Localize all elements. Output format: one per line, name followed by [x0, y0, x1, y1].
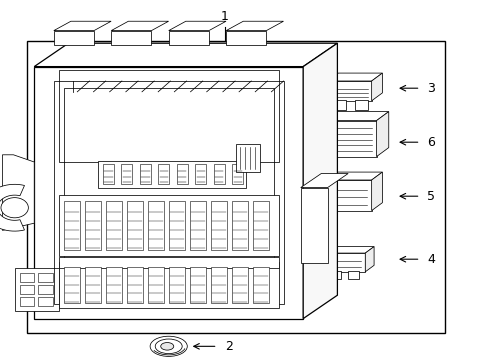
- Bar: [168, 31, 208, 45]
- Polygon shape: [325, 247, 373, 253]
- Bar: [158, 164, 169, 184]
- Polygon shape: [320, 112, 388, 121]
- Bar: [213, 164, 224, 184]
- Polygon shape: [327, 73, 382, 81]
- Bar: [140, 164, 151, 184]
- Bar: [121, 164, 132, 184]
- Bar: [195, 164, 206, 184]
- Text: 4: 4: [426, 253, 434, 266]
- Bar: [231, 201, 248, 250]
- Polygon shape: [371, 73, 382, 101]
- Text: 1: 1: [221, 10, 228, 23]
- Polygon shape: [34, 67, 303, 319]
- Bar: [102, 164, 114, 184]
- Ellipse shape: [161, 343, 173, 350]
- Bar: [332, 100, 346, 110]
- Bar: [126, 267, 143, 303]
- Bar: [38, 285, 53, 294]
- Bar: [168, 201, 185, 250]
- Bar: [105, 267, 122, 303]
- Bar: [63, 267, 80, 303]
- Polygon shape: [54, 21, 111, 31]
- Bar: [15, 268, 59, 311]
- Bar: [225, 31, 266, 45]
- Polygon shape: [320, 121, 376, 157]
- Text: 2: 2: [224, 340, 232, 353]
- Bar: [147, 267, 164, 303]
- Bar: [176, 164, 187, 184]
- Polygon shape: [225, 21, 283, 31]
- Bar: [84, 267, 101, 303]
- Bar: [38, 297, 53, 306]
- Bar: [232, 164, 243, 184]
- Circle shape: [1, 198, 28, 218]
- Bar: [63, 201, 80, 250]
- Ellipse shape: [150, 336, 187, 356]
- Bar: [231, 267, 248, 303]
- Ellipse shape: [155, 339, 182, 354]
- Polygon shape: [168, 21, 225, 31]
- Bar: [20, 285, 34, 294]
- Text: 5: 5: [426, 190, 434, 203]
- Bar: [54, 81, 283, 304]
- Bar: [59, 257, 278, 268]
- Bar: [147, 201, 164, 250]
- Polygon shape: [111, 21, 168, 31]
- Bar: [59, 70, 278, 162]
- Bar: [27, 41, 444, 333]
- Polygon shape: [371, 172, 382, 211]
- Bar: [189, 267, 206, 303]
- Polygon shape: [325, 253, 365, 272]
- Bar: [126, 201, 143, 250]
- Text: 6: 6: [426, 136, 434, 149]
- Polygon shape: [300, 174, 347, 188]
- Bar: [210, 267, 227, 303]
- Bar: [98, 161, 245, 188]
- Bar: [168, 267, 185, 303]
- Polygon shape: [376, 112, 388, 157]
- Polygon shape: [365, 247, 373, 272]
- Bar: [59, 262, 278, 308]
- Bar: [59, 195, 278, 256]
- Bar: [20, 297, 34, 306]
- Polygon shape: [2, 155, 34, 230]
- Bar: [189, 201, 206, 250]
- Bar: [347, 271, 359, 279]
- Bar: [38, 273, 53, 282]
- Text: 3: 3: [426, 82, 434, 95]
- Polygon shape: [327, 81, 371, 101]
- Bar: [20, 273, 34, 282]
- Polygon shape: [320, 172, 382, 180]
- Bar: [236, 144, 260, 172]
- Bar: [300, 188, 327, 263]
- Bar: [210, 201, 227, 250]
- Polygon shape: [0, 184, 24, 231]
- Bar: [252, 201, 269, 250]
- Polygon shape: [303, 43, 337, 319]
- Bar: [354, 100, 367, 110]
- Bar: [84, 201, 101, 250]
- Bar: [328, 271, 340, 279]
- Bar: [111, 31, 151, 45]
- Bar: [105, 201, 122, 250]
- Bar: [252, 267, 269, 303]
- Bar: [63, 88, 273, 297]
- Polygon shape: [320, 180, 371, 211]
- Polygon shape: [34, 43, 337, 67]
- Bar: [54, 31, 94, 45]
